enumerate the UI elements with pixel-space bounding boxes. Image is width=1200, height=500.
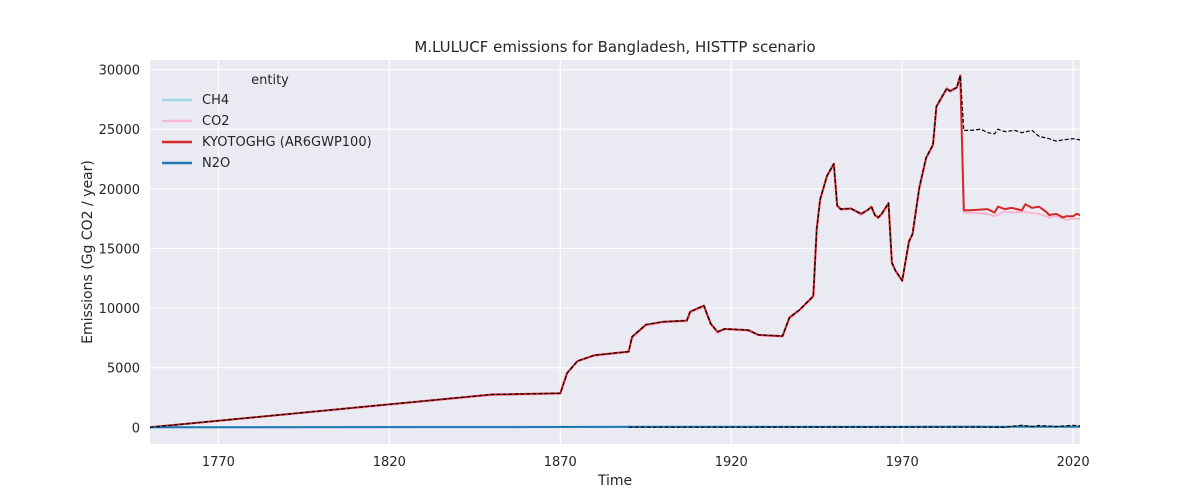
legend-item-ch4: CH4: [162, 93, 229, 108]
legend-title: entity: [251, 73, 289, 88]
legend-label-n2o: N2O: [202, 156, 230, 171]
y-tick-label-15000: 15000: [99, 242, 140, 257]
legend-item-n2o: N2O: [162, 156, 230, 171]
y-tick-label-10000: 10000: [99, 302, 140, 317]
y-tick-label-20000: 20000: [99, 183, 140, 198]
legend-label-ch4: CH4: [202, 93, 229, 108]
dashed-series-line-4: [149, 74, 1081, 428]
dashed-series-line-5: [628, 424, 1081, 428]
y-tick-label-30000: 30000: [99, 64, 140, 79]
chart-title: M.LULUCF emissions for Bangladesh, HISTT…: [414, 38, 815, 56]
series-layer: [149, 74, 1081, 429]
x-axis-label: Time: [597, 473, 632, 489]
x-tick-labels: 1770 1820 1870 1920 1970 2020: [202, 455, 1090, 470]
legend: entity CH4 CO2 KYOTOGHG (AR6GWP100) N2O: [162, 73, 372, 171]
y-axis-label: Emissions (Gg CO2 / year): [80, 160, 96, 344]
x-tick-label-1770: 1770: [202, 455, 235, 470]
y-tick-label-5000: 5000: [107, 362, 140, 377]
y-tick-label-0: 0: [132, 421, 140, 436]
plot-area: [150, 60, 1080, 444]
y-tick-label-25000: 25000: [99, 123, 140, 138]
x-tick-label-2020: 2020: [1057, 455, 1090, 470]
legend-label-kyotoghg: KYOTOGHG (AR6GWP100): [202, 135, 372, 150]
legend-label-co2: CO2: [202, 114, 230, 129]
legend-item-kyotoghg: KYOTOGHG (AR6GWP100): [162, 135, 372, 150]
x-tick-label-1820: 1820: [373, 455, 406, 470]
y-tick-labels: 0 5000 10000 15000 20000 25000 30000: [99, 64, 140, 437]
x-tick-label-1920: 1920: [715, 455, 748, 470]
series-line-n2o: [149, 425, 1080, 429]
x-tick-label-1970: 1970: [886, 455, 919, 470]
x-tick-label-1870: 1870: [544, 455, 577, 470]
legend-item-co2: CO2: [162, 114, 230, 129]
